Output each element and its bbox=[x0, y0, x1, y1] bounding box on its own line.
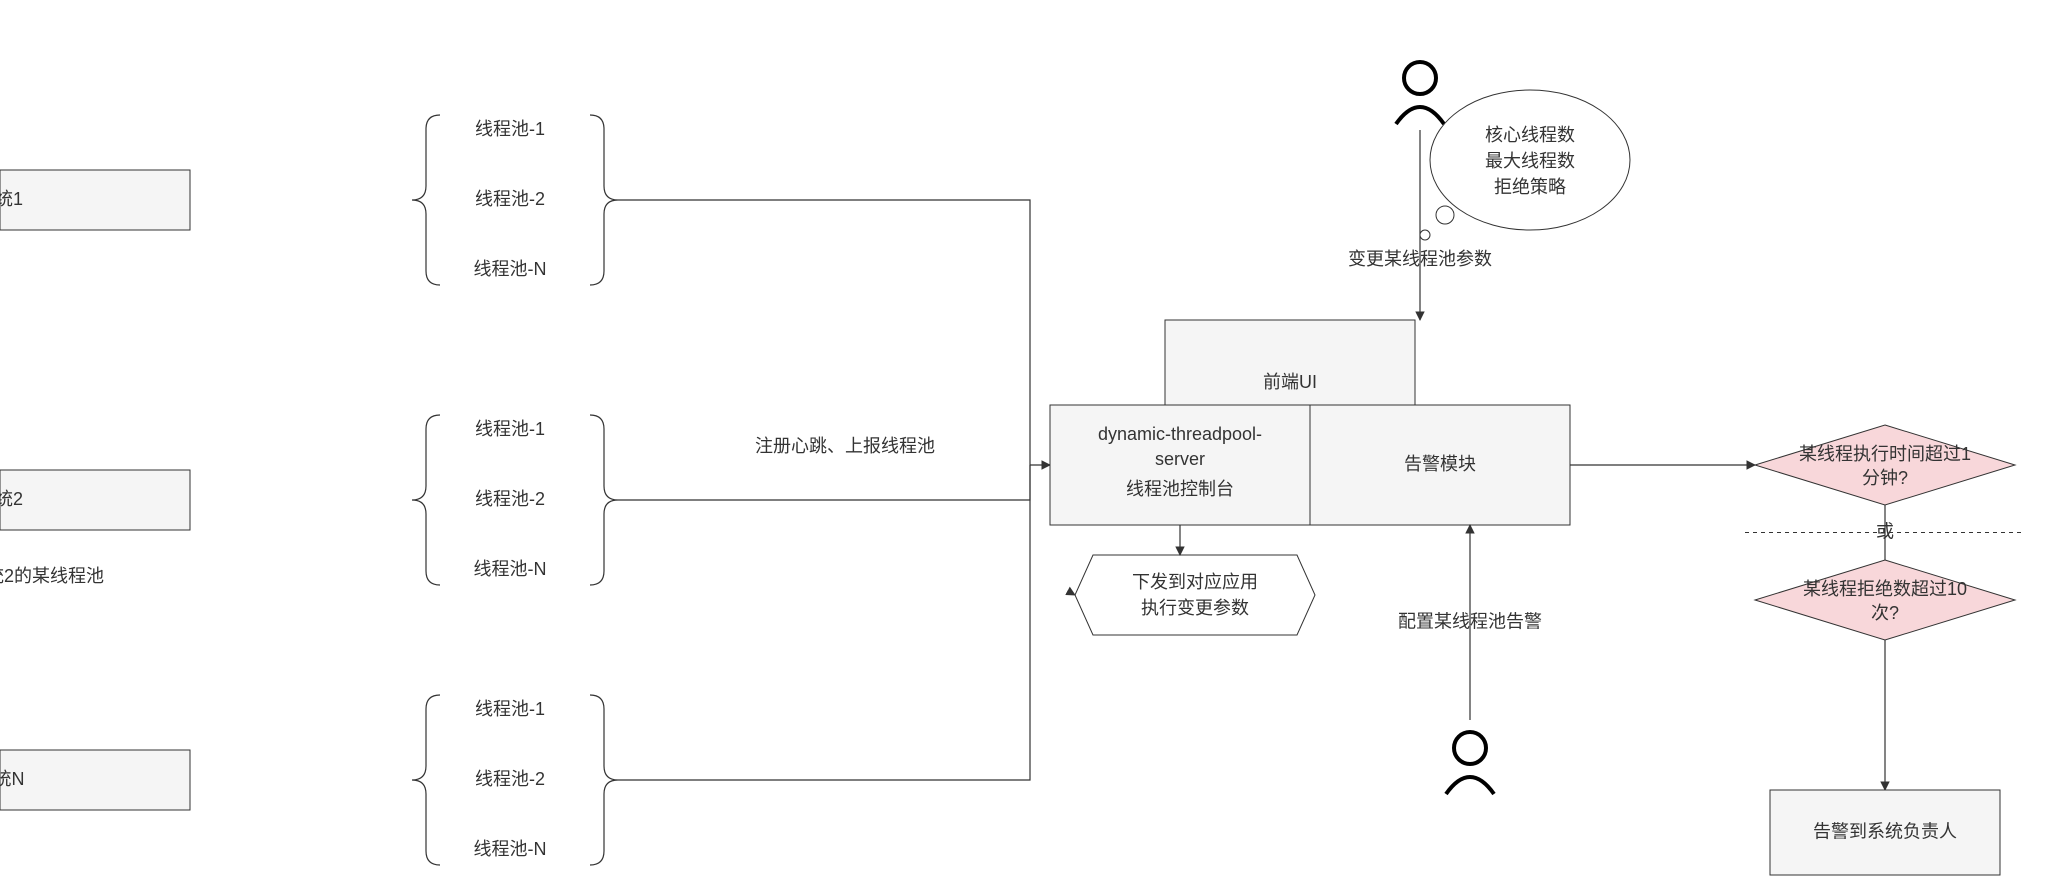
person-bottom-icon-head bbox=[1454, 732, 1486, 764]
system-label-1: 系统2 bbox=[0, 489, 23, 509]
alarm-label: 告警模块 bbox=[1404, 454, 1476, 474]
system-box-2 bbox=[0, 750, 190, 810]
bubble-dot1 bbox=[1436, 206, 1454, 224]
d1-l2: 分钟? bbox=[1862, 468, 1908, 488]
pool-label-2-2: 线程池-N bbox=[474, 839, 547, 859]
edge bbox=[618, 465, 1030, 500]
d2-l1: 某线程拒绝数超过10 bbox=[1803, 579, 1967, 599]
bubble-l0: 核心线程数 bbox=[1485, 125, 1575, 145]
person-bottom-icon-body bbox=[1446, 777, 1494, 794]
label-usertop: 变更某线程池参数 bbox=[1348, 249, 1492, 269]
frontend-box bbox=[1165, 320, 1415, 405]
label-change: 如：变更系统2的某线程池 bbox=[0, 566, 104, 586]
pool-label-1-0: 线程池-1 bbox=[475, 419, 545, 439]
dispatch-l1: 下发到对应应用 bbox=[1132, 572, 1258, 592]
system-label-2: 系统N bbox=[0, 769, 25, 789]
final-label: 告警到系统负责人 bbox=[1813, 821, 1957, 841]
pool-label-0-1: 线程池-2 bbox=[475, 189, 545, 209]
system-box-1 bbox=[0, 470, 190, 530]
brace-left-2 bbox=[412, 695, 440, 865]
decision-1 bbox=[1755, 425, 2015, 505]
edge bbox=[618, 200, 1030, 465]
server-l3: 线程池控制台 bbox=[1126, 479, 1234, 499]
label-register: 注册心跳、上报线程池 bbox=[755, 436, 935, 456]
pool-label-0-2: 线程池-N bbox=[474, 259, 547, 279]
person-top-icon-head bbox=[1404, 62, 1436, 94]
bubble-l2: 拒绝策略 bbox=[1494, 177, 1566, 197]
frontend-label: 前端UI bbox=[1263, 372, 1317, 392]
server-l1: dynamic-threadpool- bbox=[1098, 424, 1262, 444]
brace-left-0 bbox=[412, 115, 440, 285]
pool-label-1-1: 线程池-2 bbox=[475, 489, 545, 509]
pool-label-2-1: 线程池-2 bbox=[475, 769, 545, 789]
label-userbottom: 配置某线程池告警 bbox=[1398, 611, 1542, 631]
edge bbox=[618, 465, 1030, 780]
d2-l2: 次? bbox=[1871, 603, 1899, 623]
dispatch-l2: 执行变更参数 bbox=[1141, 598, 1249, 618]
system-box-0 bbox=[0, 170, 190, 230]
bubble-l1: 最大线程数 bbox=[1485, 151, 1575, 171]
brace-right-1 bbox=[590, 415, 618, 585]
d1-l1: 某线程执行时间超过1 bbox=[1799, 444, 1971, 464]
pool-label-0-0: 线程池-1 bbox=[475, 119, 545, 139]
brace-right-0 bbox=[590, 115, 618, 285]
pool-label-1-2: 线程池-N bbox=[474, 559, 547, 579]
dispatch-box bbox=[1075, 555, 1315, 635]
brace-left-1 bbox=[412, 415, 440, 585]
system-label-0: 系统1 bbox=[0, 189, 23, 209]
bubble-dot2 bbox=[1420, 230, 1430, 240]
pool-label-2-0: 线程池-1 bbox=[475, 699, 545, 719]
decision-2 bbox=[1755, 560, 2015, 640]
server-l2: server bbox=[1155, 449, 1205, 469]
person-top-icon-body bbox=[1396, 107, 1444, 124]
brace-right-2 bbox=[590, 695, 618, 865]
